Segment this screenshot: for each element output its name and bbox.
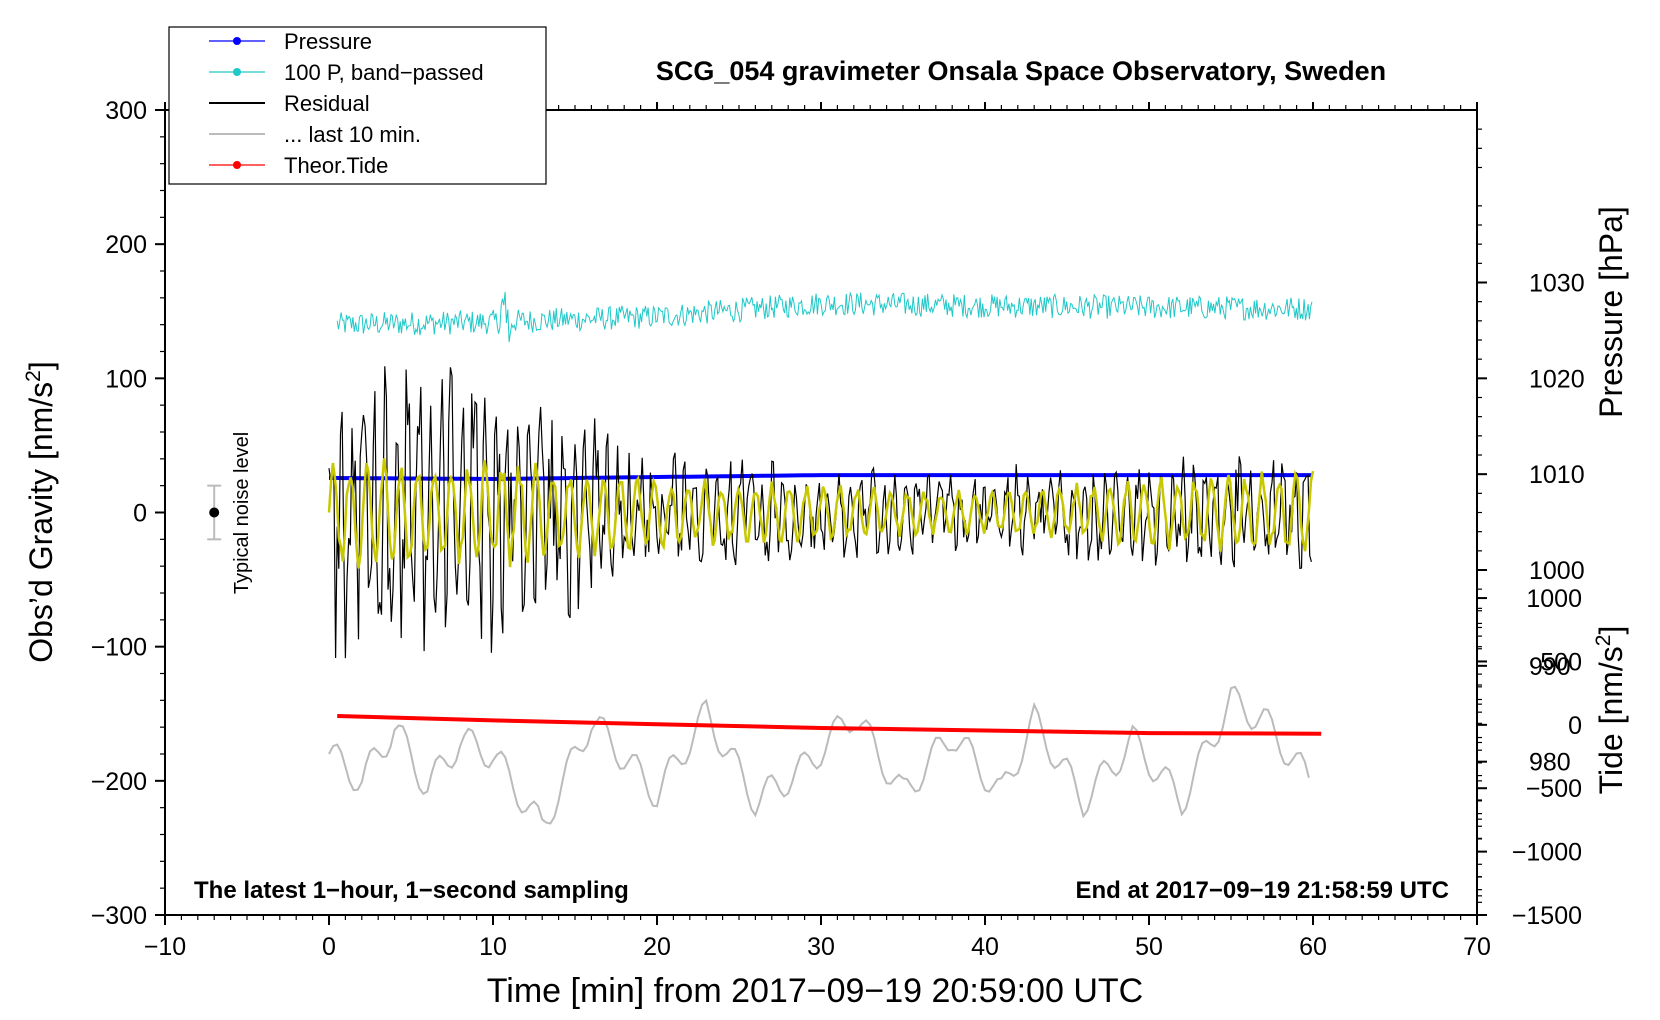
y-tick-label: 0 [133,500,147,528]
x-tick-label: 70 [1463,933,1491,961]
pressure-tick-label: 990 [1529,653,1571,681]
pressure-tick-label: 1010 [1529,461,1585,489]
legend-label: 100 P, band−passed [284,60,484,85]
y-axis-label-left-text: Obs’d Gravity [nm/s [23,382,59,663]
y-axis-label-left-sup: 2 [22,370,45,382]
noise-level-label: Typical noise level [231,432,253,594]
y-axis-label-pressure: Pressure [hPa] [1593,206,1629,418]
pressure-tick-label: 1020 [1529,365,1585,393]
x-tick-label: −10 [144,933,186,961]
y-axis-label-tide-close: ] [1593,626,1629,635]
tide-tick-label: −1000 [1512,839,1582,867]
x-tick-label: 40 [971,933,999,961]
series-residual-smoothed-line [327,458,1315,569]
series-pressure-line [329,473,1313,482]
series-bandpassed-pressure-line [336,291,1313,343]
noise-level-indicator [207,484,222,541]
tide-tick-label: 500 [1540,648,1582,676]
y-axis-label-tide-text: Tide [nm/s [1593,646,1629,794]
y-tick-label: 200 [105,231,147,259]
x-tick-label: 50 [1135,933,1163,961]
x-tick-label: 30 [807,933,835,961]
pressure-tick-label: 1000 [1529,557,1585,585]
series-last-10-min-line [328,685,1310,825]
y-tick-label: 100 [105,365,147,393]
legend-swatch-marker [233,37,241,45]
chart-title: SCG_054 gravimeter Onsala Space Observat… [656,56,1386,86]
y-axis-label-tide-sup: 2 [1592,635,1615,647]
x-tick-label: 60 [1299,933,1327,961]
tide-tick-label: 1000 [1526,585,1582,613]
tide-tick-label: −500 [1526,775,1582,803]
pressure-tick-label: 980 [1529,749,1571,777]
x-tick-label: 0 [322,933,336,961]
legend: Pressure 100 P, band−passed Residual ... la… [168,26,547,185]
legend-box [168,26,547,185]
legend-swatch-marker [233,161,241,169]
tide-tick-label: 0 [1568,712,1582,740]
y-tick-label: −200 [91,768,147,796]
legend-label: Theor.Tide [284,153,388,178]
y-tick-label: 300 [105,97,147,125]
noise-bar-point [209,507,220,518]
legend-label: ... last 10 min. [284,122,421,147]
series-theoretical-tide-line [337,714,1322,736]
tide-tick-label: −1500 [1512,902,1582,930]
x-tick-label: 20 [643,933,671,961]
legend-swatch-marker [233,68,241,76]
legend-label: Residual [284,91,370,116]
y-axis-label-tide: Tide [nm/s2] [1592,626,1629,795]
annotation-sampling: The latest 1−hour, 1−second sampling [194,877,629,904]
y-tick-label: −100 [91,634,147,662]
x-tick-label: 10 [479,933,507,961]
x-axis-label: Time [min] from 2017−09−19 20:59:00 UTC [487,972,1143,1010]
legend-label: Pressure [284,29,372,54]
y-axis-label-left: Obs’d Gravity [nm/s2] [22,361,59,663]
annotation-end-time: End at 2017−09−19 21:58:59 UTC [1075,877,1449,904]
y-axis-label-left-close: ] [23,361,59,370]
pressure-tick-label: 1030 [1529,270,1585,298]
y-tick-label: −300 [91,902,147,930]
